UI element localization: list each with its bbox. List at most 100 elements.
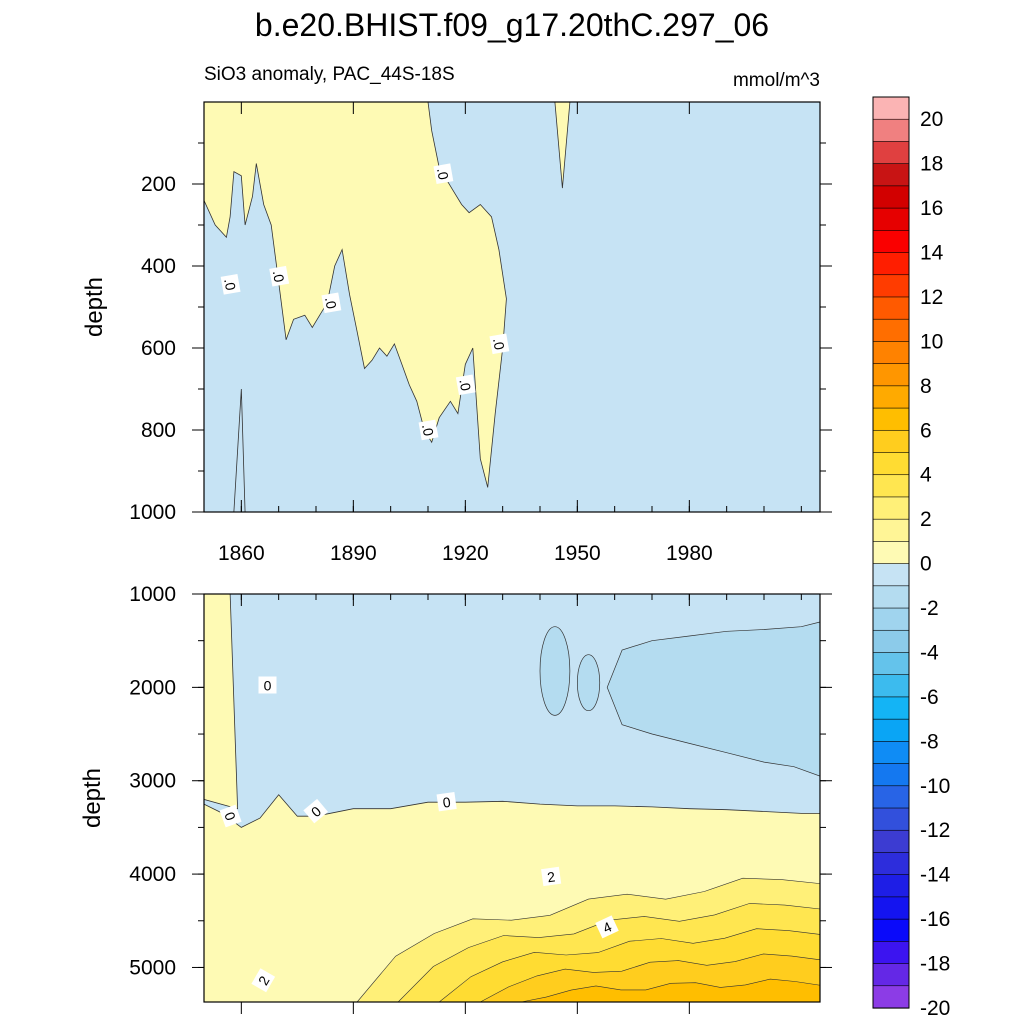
colorbar-swatch [872, 763, 910, 787]
upper-y-tick-label: 400 [141, 255, 176, 278]
lower-panel: depth 0 0 0 0 2 4 2 1000 2000 3000 4000 5000 [79, 583, 832, 1014]
lower-contour-label-text: 0 [264, 678, 272, 694]
colorbar-label: -20 [920, 997, 950, 1020]
colorbar-swatch [872, 318, 910, 343]
colorbar-swatch [872, 607, 910, 631]
lower-contour-label: 0 [303, 798, 329, 824]
colorbar-label: -14 [920, 864, 951, 887]
upper-contour-label: .0 [489, 333, 510, 355]
upper-contour-label-text: .0 [456, 378, 474, 392]
chart-title: b.e20.BHIST.f09_g17.20thC.297_06 [255, 7, 769, 43]
lower-contour-label: 2 [251, 968, 276, 993]
upper-contour-label: .0 [220, 273, 241, 295]
upper-x-tick-label: 1950 [554, 542, 601, 565]
upper-contour-label-text: .0 [434, 167, 452, 181]
upper-y-tick-label: 200 [141, 173, 176, 196]
colorbar-label: -10 [920, 775, 950, 798]
colorbar-swatch [872, 718, 910, 742]
colorbar-swatch [872, 652, 910, 676]
upper-y-tick-label: 800 [141, 419, 176, 442]
upper-x-tick-label: 1920 [442, 542, 489, 565]
upper-contour-label: .0 [269, 265, 290, 287]
colorbar-label: -8 [920, 730, 939, 753]
colorbar-swatch [872, 474, 910, 498]
colorbar-swatch [872, 629, 910, 654]
colorbar-label: -18 [920, 953, 950, 976]
upper-y-axis-label: depth [81, 277, 108, 337]
colorbar-swatch [872, 429, 910, 454]
upper-contour-label: .0 [321, 292, 342, 314]
colorbar-swatch [872, 163, 910, 187]
colorbar-swatch [872, 963, 910, 987]
lower-y-tick-label: 3000 [129, 770, 176, 793]
lower-y-tick-label: 4000 [129, 863, 176, 886]
colorbar-label: 10 [920, 330, 943, 353]
colorbar-label: -12 [920, 819, 950, 842]
upper-left-string: SiO3 anomaly, PAC_44S-18S [204, 64, 455, 85]
colorbar-swatch [872, 518, 910, 542]
colorbar-swatch [872, 985, 910, 1009]
colorbar-label: 8 [920, 375, 932, 398]
upper-y-tick-label: 600 [141, 337, 176, 360]
colorbar-swatch [872, 118, 910, 143]
lower-frame [203, 593, 821, 1003]
upper-units-label: mmol/m^3 [733, 70, 820, 91]
colorbar-frame [872, 96, 910, 1009]
lower-negative-pocket [576, 654, 601, 712]
colorbar-label: 20 [920, 108, 943, 131]
colorbar-label: 0 [920, 553, 932, 576]
lower-contour-label-text: 0 [442, 794, 452, 811]
lower-contour-label: 0 [219, 804, 242, 828]
lower-contour-label: 0 [436, 792, 457, 812]
upper-contour-label: .0 [433, 163, 454, 185]
colorbar-swatch [872, 385, 910, 409]
lower-negative-pocket [539, 626, 571, 716]
colorbar-swatch [872, 274, 910, 298]
colorbar-swatch [872, 452, 910, 476]
upper-contour-label-text: .0 [490, 337, 508, 351]
colorbar-label: -16 [920, 908, 950, 931]
lower-contour-level-5 [521, 978, 821, 1003]
colorbar-label: 18 [920, 153, 943, 176]
lower-contour-label-text: 2 [546, 868, 556, 885]
colorbar-swatch [872, 230, 910, 254]
upper-panel: SiO3 anomaly, PAC_44S-18S mmol/m^3 depth… [81, 64, 832, 565]
colorbar-swatch [872, 874, 910, 898]
colorbar-swatch [872, 585, 910, 609]
colorbar-swatch [872, 496, 910, 520]
lower-contour-label: 0 [258, 676, 277, 694]
colorbar-label: 4 [920, 464, 932, 487]
upper-contour-label-text: .0 [419, 423, 437, 437]
upper-contour-label-text: .0 [221, 277, 239, 291]
colorbar-label: -2 [920, 597, 939, 620]
colorbar-label: 12 [920, 286, 943, 309]
upper-x-tick-label: 1980 [666, 542, 713, 565]
lower-y-tick-label: 5000 [129, 956, 176, 979]
lower-contour-label: 2 [541, 866, 562, 887]
upper-contour-label-text: .0 [270, 269, 288, 283]
colorbar-swatch [872, 829, 910, 854]
colorbar-swatch [872, 896, 910, 920]
colorbar-swatch [872, 296, 910, 320]
colorbar-swatch [872, 141, 910, 165]
colorbar-swatch [872, 252, 910, 276]
colorbar-swatch [872, 741, 910, 765]
colorbar-swatch [872, 207, 910, 231]
colorbar-swatch [872, 96, 910, 120]
colorbar-label: 2 [920, 508, 932, 531]
upper-contour-label: .0 [418, 419, 439, 441]
lower-contour-label: 4 [595, 915, 619, 939]
colorbar-label: -4 [920, 641, 939, 664]
colorbar-swatch [872, 407, 910, 431]
colorbar-swatch [872, 674, 910, 698]
lower-y-axis-label: depth [79, 768, 106, 828]
lower-y-tick-label: 1000 [129, 583, 176, 606]
colorbar-swatch [872, 785, 910, 809]
lower-y-tick-label: 2000 [129, 676, 176, 699]
colorbar-label: 14 [920, 242, 944, 265]
upper-x-tick-label: 1860 [218, 542, 265, 565]
colorbar-label: 6 [920, 419, 932, 442]
colorbar-swatch [872, 363, 910, 387]
upper-positive-region [203, 101, 507, 512]
